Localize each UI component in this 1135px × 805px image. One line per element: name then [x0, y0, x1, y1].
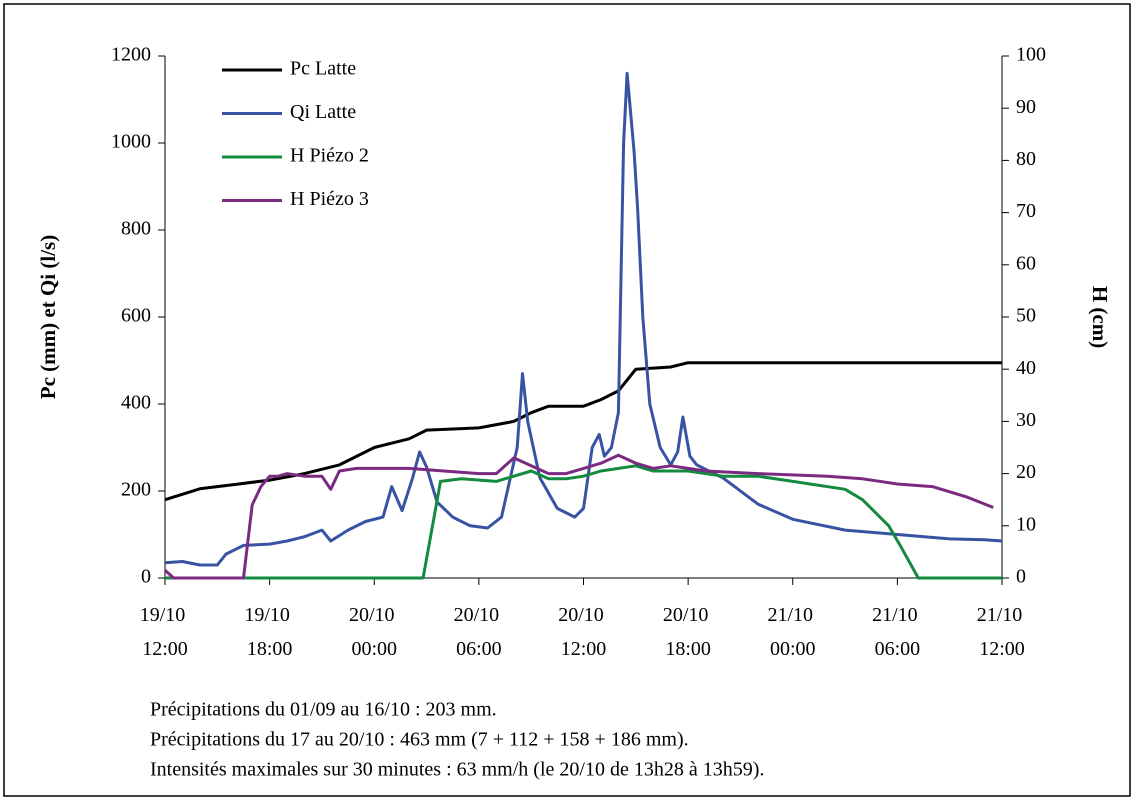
series-line — [164, 361, 1002, 502]
x-tick-label: 19/10 12:00 — [140, 604, 191, 660]
y2-tick-label: 20 — [1016, 461, 1036, 483]
y2-tick-label: 30 — [1016, 409, 1036, 431]
note: Précipitations du 17 au 20/10 : 463 mm (… — [150, 729, 689, 751]
series-line — [165, 464, 1002, 580]
y-tick-label: 800 — [121, 218, 151, 240]
y-tick-label: 400 — [121, 392, 151, 414]
y2-tick-label: 90 — [1016, 96, 1036, 118]
x-tick-label: 20/10 12:00 — [558, 604, 609, 660]
x-tick-label: 20/10 00:00 — [349, 604, 400, 660]
y2-tick-label: 10 — [1016, 513, 1036, 535]
x-tick-label: 21/10 00:00 — [767, 604, 818, 660]
x-tick-label: 20/10 18:00 — [663, 604, 714, 660]
x-tick-label: 21/10 06:00 — [872, 604, 923, 660]
x-tick-label: 20/10 06:00 — [454, 604, 505, 660]
y2-tick-label: 80 — [1016, 148, 1036, 170]
y-tick-label: 200 — [121, 479, 151, 501]
x-tick-label: 19/10 18:00 — [244, 604, 295, 660]
legend-label: H Piézo 3 — [290, 188, 369, 210]
y2-axis-title: H (cm) — [1088, 286, 1112, 348]
y-tick-label: 600 — [121, 305, 151, 327]
y2-tick-label: 60 — [1016, 252, 1036, 274]
y-axis-title: Pc (mm) et Qi (l/s) — [36, 235, 60, 399]
note: Intensités maximales sur 30 minutes : 63… — [150, 759, 764, 781]
legend-label: Qi Latte — [290, 101, 356, 123]
y2-tick-label: 70 — [1016, 200, 1036, 222]
legend-label: Pc Latte — [290, 58, 356, 80]
y2-tick-label: 50 — [1016, 305, 1036, 327]
frame — [3, 3, 1131, 797]
y-tick-label: 1200 — [111, 44, 151, 66]
series-line — [163, 453, 994, 580]
legend-label: H Piézo 2 — [290, 145, 369, 167]
series-line — [164, 71, 1003, 567]
y-tick-label: 1000 — [111, 131, 151, 153]
note: Précipitations du 01/09 au 16/10 : 203 m… — [150, 699, 497, 721]
y-tick-label: 0 — [141, 566, 151, 588]
y2-tick-label: 100 — [1016, 44, 1046, 66]
y2-tick-label: 0 — [1016, 566, 1026, 588]
y2-tick-label: 40 — [1016, 357, 1036, 379]
x-tick-label: 21/10 12:00 — [977, 604, 1028, 660]
